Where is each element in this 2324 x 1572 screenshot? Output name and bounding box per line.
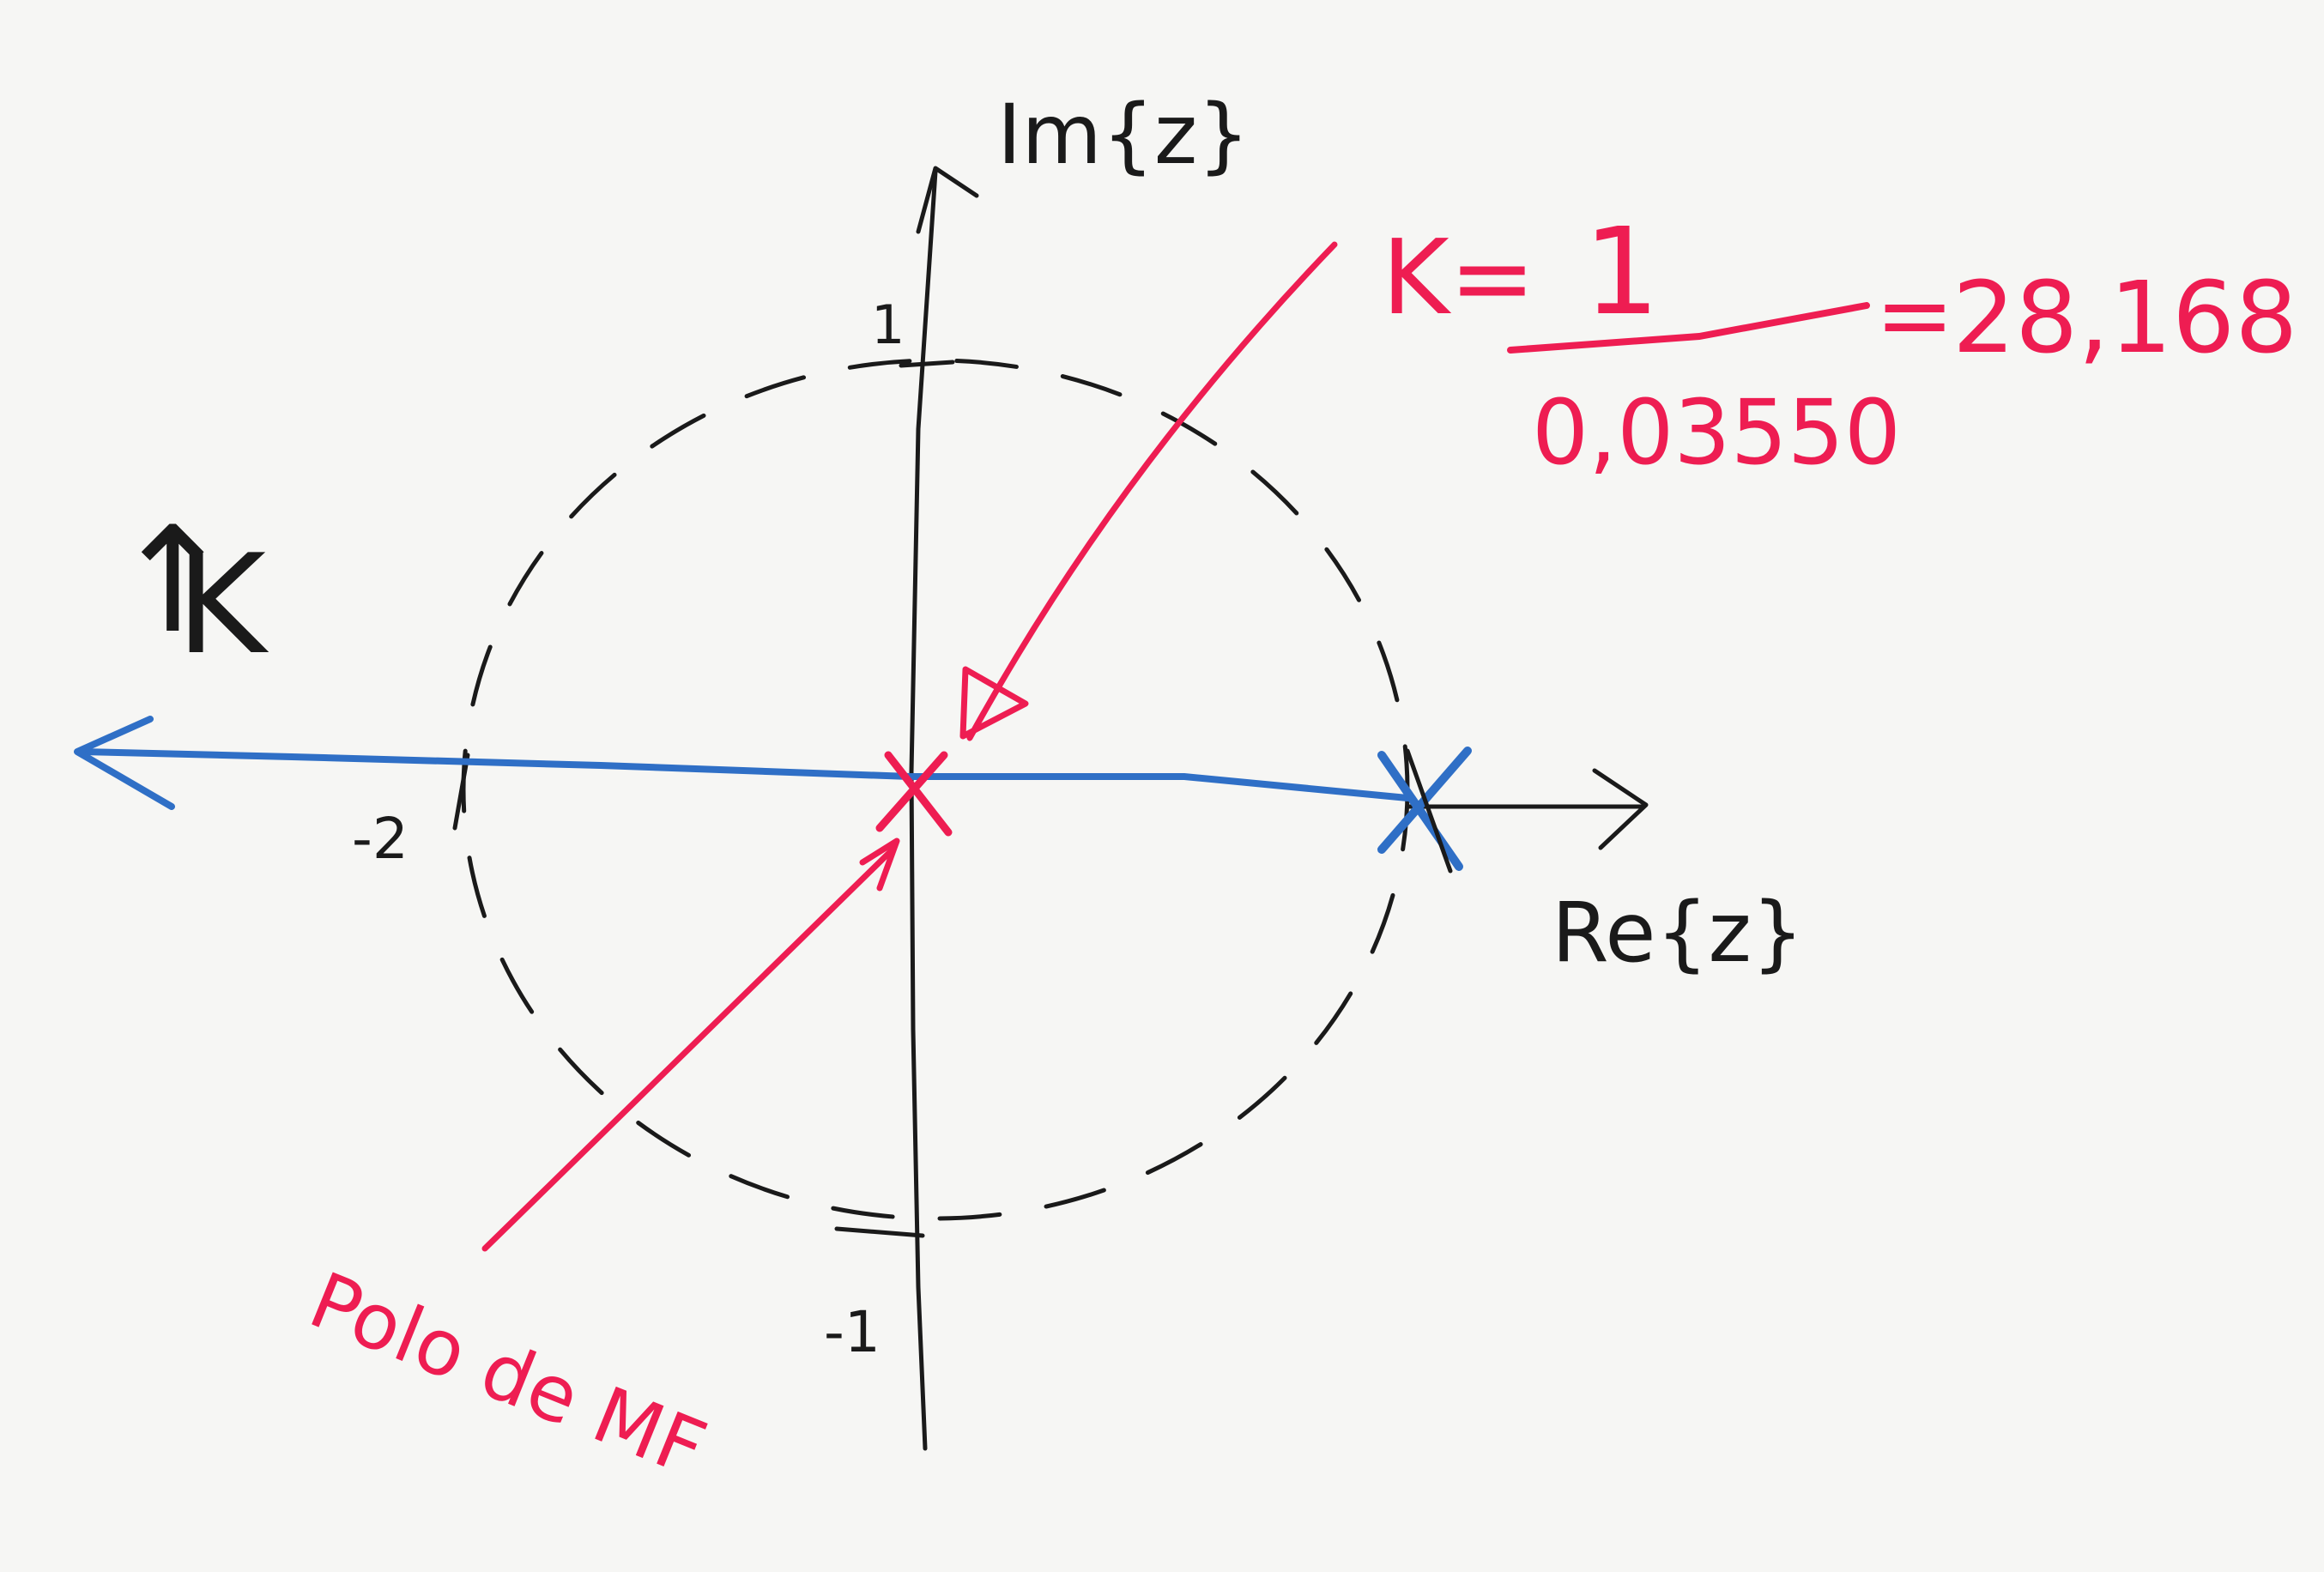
blue-locus-arrowhead <box>74 716 175 810</box>
gain-formula-denominator: 0,03550 <box>1532 380 1901 485</box>
gain-direction-arrow: ↑ <box>112 496 233 666</box>
imag-axis <box>909 169 938 1451</box>
gain-pointer-arrowhead <box>959 666 1029 740</box>
imag-axis-label: Im{z} <box>997 87 1250 183</box>
tick-label-imag-pos: 1 <box>871 293 905 356</box>
imag-axis-arrowhead <box>916 166 979 234</box>
fraction-bar <box>1507 302 1870 354</box>
closed-loop-pole-annotation: Polo de MF <box>298 1255 717 1495</box>
gain-formula-result: 28,168 <box>1952 261 2297 376</box>
tick-label-imag-neg: -1 <box>824 1299 881 1365</box>
gain-formula-numerator: 1 <box>1583 203 1660 342</box>
real-axis-arrowhead <box>1592 768 1649 850</box>
gain-direction-label: K <box>176 524 269 685</box>
tick-label-real-neg: -2 <box>352 806 409 872</box>
real-axis-label: Re{z} <box>1552 885 1804 981</box>
gain-formula-prefix: K= <box>1382 219 1535 338</box>
pole-pointer-line <box>481 846 896 1252</box>
open-loop-pole-overstroke <box>1405 748 1453 874</box>
unit-circle <box>461 358 1410 1221</box>
gain-formula-equals: = <box>1875 260 1954 370</box>
pole-pointer-arrowhead <box>859 837 900 892</box>
tick-imag-neg <box>834 1226 925 1238</box>
tick-real-neg <box>452 753 470 831</box>
origin-pole-marker <box>875 751 953 837</box>
gain-pointer-line <box>966 241 1338 741</box>
blue-locus-branch <box>78 748 1411 801</box>
tick-imag-pos <box>899 360 955 368</box>
